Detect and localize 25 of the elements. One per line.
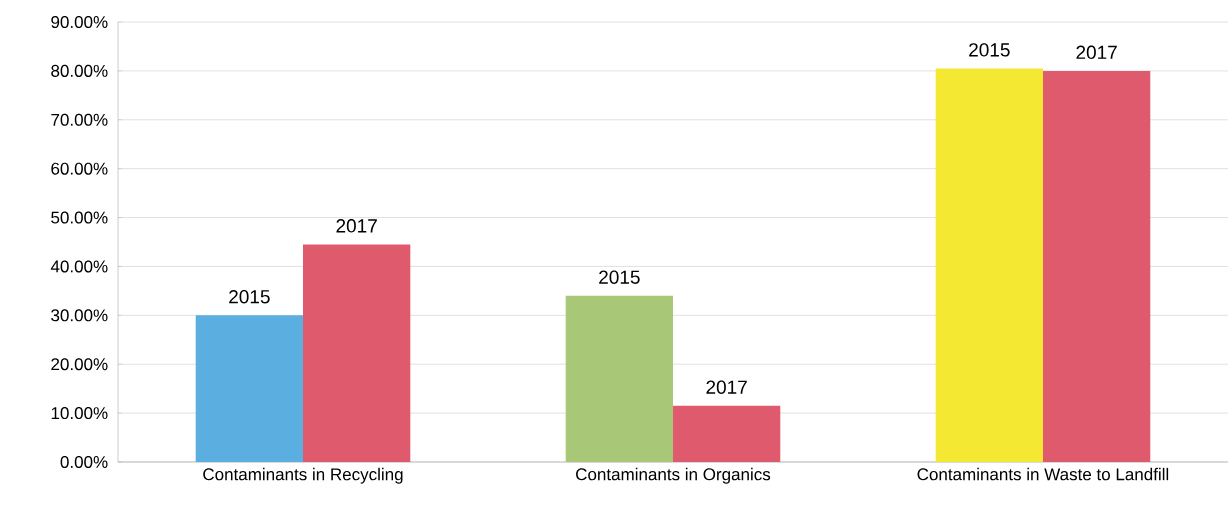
text: 2017 bbox=[1076, 45, 1117, 60]
y-tick-label: 70.00% bbox=[51, 113, 108, 126]
y-tick-label: 90.00% bbox=[51, 15, 108, 29]
bar bbox=[565, 295, 673, 462]
x-tick-label: Contaminants in Recycling bbox=[203, 467, 403, 484]
y-tick-label: 0.00% bbox=[60, 455, 108, 469]
y-tick-label: 10.00% bbox=[51, 407, 108, 420]
y-tick-label: 80.00% bbox=[51, 64, 108, 77]
text: 2015 bbox=[969, 43, 1010, 57]
text: 2017 bbox=[706, 380, 747, 394]
x-tick-label: Contaminants in Waste to Landfill bbox=[917, 467, 1169, 481]
series-label: 2015 bbox=[599, 270, 640, 284]
bar bbox=[935, 68, 1043, 462]
x-tick-label: Contaminants in Organics bbox=[576, 467, 771, 484]
y-tick-label: 20.00% bbox=[51, 358, 108, 371]
y-tick-label: 40.00% bbox=[50, 260, 108, 273]
text: 2015 bbox=[229, 290, 270, 304]
bar bbox=[303, 244, 411, 462]
y-tick-label: 50.00% bbox=[51, 211, 108, 224]
series-label: 2017 bbox=[336, 219, 377, 233]
bar bbox=[1042, 70, 1151, 462]
y-tick-label: 60.00% bbox=[51, 162, 108, 175]
bar bbox=[195, 315, 304, 462]
bar bbox=[673, 405, 781, 462]
y-tick-label: 30.00% bbox=[51, 309, 108, 322]
